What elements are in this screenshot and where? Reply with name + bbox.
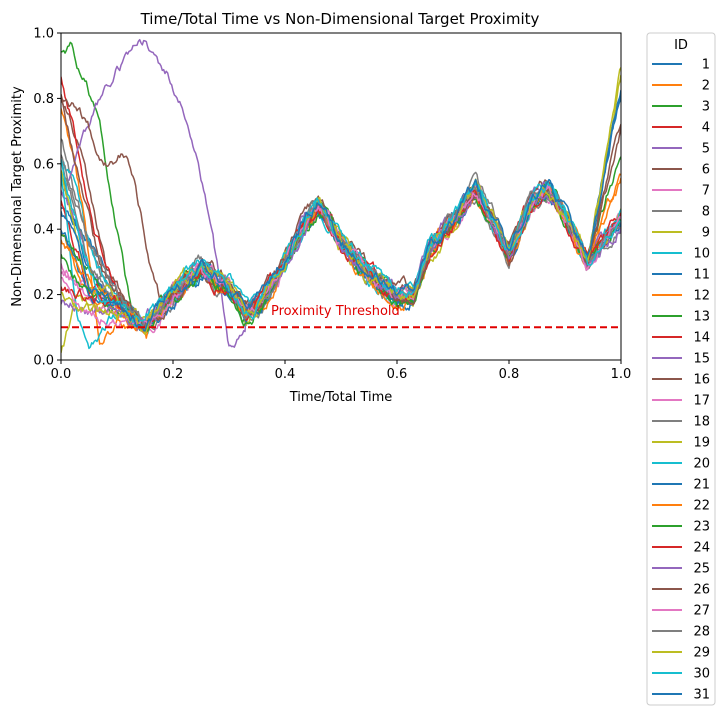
y-tick-label: 0.8: [33, 92, 54, 107]
series-line-20: [61, 173, 621, 350]
legend-label: 21: [693, 478, 710, 493]
legend-label: 12: [693, 289, 710, 304]
legend-frame: [646, 32, 716, 706]
y-tick-label: 0.2: [33, 288, 54, 303]
legend-label: 3: [702, 100, 710, 115]
legend-label: 26: [693, 583, 710, 598]
series-line-31: [61, 96, 621, 332]
legend-label: 22: [693, 499, 710, 514]
legend-label: 25: [693, 562, 710, 577]
legend-label: 28: [693, 625, 710, 640]
series-line-11: [61, 92, 621, 334]
legend-label: 14: [693, 331, 710, 346]
series-layer: [61, 38, 621, 353]
x-axis-ticks: 0.0 0.2 0.4 0.6 0.8 1.0: [51, 360, 632, 382]
y-axis-label: Non-Dimensional Target Proximity: [10, 86, 25, 307]
y-tick-label: 0.6: [33, 157, 54, 172]
x-tick-label: 0.4: [275, 367, 296, 382]
legend-title: ID: [674, 38, 688, 53]
series-line-3: [61, 41, 621, 328]
x-axis-label: Time/Total Time: [289, 390, 393, 405]
series-line-26: [61, 97, 621, 327]
legend-label: 15: [693, 352, 710, 367]
legend-label: 10: [693, 247, 710, 262]
x-tick-label: 0.2: [163, 367, 184, 382]
y-axis-ticks: 0.0 0.2 0.4 0.6 0.8 1.0: [33, 27, 61, 369]
x-tick-label: 1.0: [611, 367, 632, 382]
legend-label: 5: [702, 142, 710, 157]
legend-label: 16: [693, 373, 710, 388]
proximity-threshold-label: Proximity Threshold: [271, 304, 400, 319]
legend-label: 19: [693, 436, 710, 451]
legend-label: 23: [693, 520, 710, 535]
legend-label: 1: [702, 58, 710, 73]
legend-label: 29: [693, 646, 710, 661]
series-line-29: [61, 67, 621, 336]
legend-label: 4: [702, 121, 710, 136]
legend-label: 30: [693, 667, 710, 682]
legend-label: 8: [702, 205, 710, 220]
legend-label: 31: [693, 688, 710, 703]
y-tick-label: 1.0: [33, 27, 54, 42]
x-tick-label: 0.6: [387, 367, 408, 382]
legend-label: 27: [693, 604, 710, 619]
y-tick-label: 0.0: [33, 354, 54, 369]
x-tick-label: 0.0: [51, 367, 72, 382]
legend-label: 6: [702, 163, 710, 178]
legend-label: 9: [702, 226, 710, 241]
x-tick-label: 0.8: [499, 367, 520, 382]
series-line-6: [61, 95, 621, 329]
chart-title: Time/Total Time vs Non-Dimensional Targe…: [140, 10, 540, 28]
legend-label: 24: [693, 541, 710, 556]
y-tick-label: 0.4: [33, 223, 54, 238]
legend-label: 13: [693, 310, 710, 325]
legend: ID 1234567891011121314151617181920212223…: [646, 32, 716, 706]
series-line-1: [61, 89, 621, 331]
legend-label: 7: [702, 184, 710, 199]
legend-label: 20: [693, 457, 710, 472]
plot-frame: [60, 32, 622, 361]
legend-label: 17: [693, 394, 710, 409]
legend-label: 18: [693, 415, 710, 430]
legend-label: 11: [693, 268, 710, 283]
legend-label: 2: [702, 79, 710, 94]
